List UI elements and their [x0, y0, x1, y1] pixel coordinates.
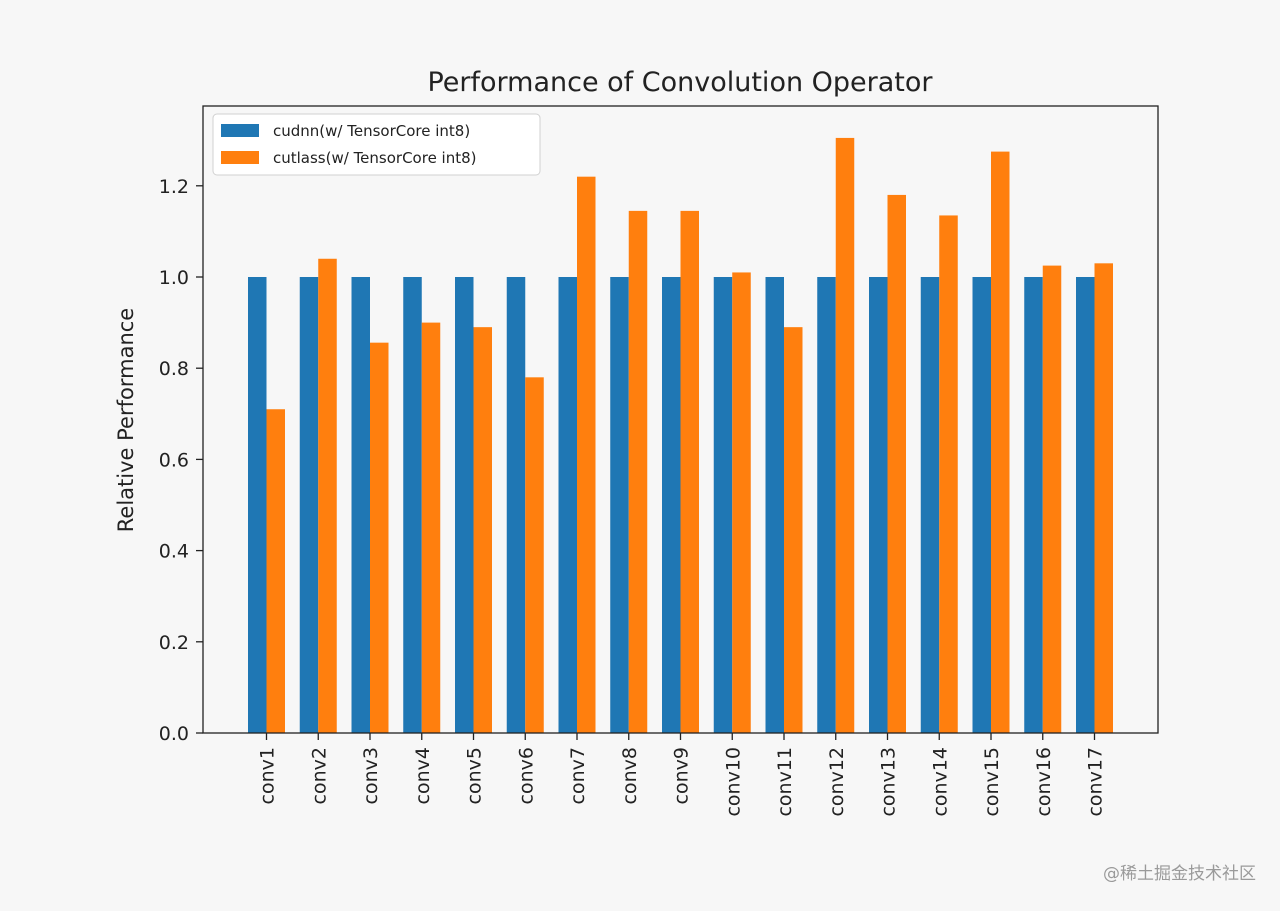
y-tick-label: 0.6 [159, 449, 189, 471]
x-tick-label: conv13 [878, 747, 900, 817]
x-tick-label: conv9 [671, 747, 693, 804]
bar-cutlass-conv14 [939, 215, 958, 733]
bar-cutlass-conv12 [835, 137, 855, 734]
bar-cutlass-conv5 [473, 327, 492, 733]
x-tick-label: conv14 [929, 747, 951, 817]
x-tick-label: conv16 [1033, 747, 1055, 817]
bar-cutlass-conv2 [318, 258, 337, 733]
chart-title: Performance of Convolution Operator [427, 67, 933, 98]
x-tick-label: conv17 [1085, 747, 1107, 817]
bar-cutlass-conv11 [784, 327, 803, 733]
x-tick-label: conv7 [567, 747, 589, 804]
legend-swatch-cutlass [221, 151, 259, 164]
y-tick-label: 0.8 [159, 358, 189, 380]
y-tick-label: 0.4 [159, 541, 189, 563]
x-tick-label: conv8 [619, 747, 641, 804]
bar-cudnn-conv9 [662, 277, 681, 733]
bar-cudnn-conv5 [455, 277, 474, 733]
bar-cutlass-conv13 [887, 194, 906, 734]
bar-cudnn-conv2 [299, 277, 319, 733]
x-axis: conv1 conv2 conv3 conv4 conv5 conv6 conv7 conv8… [257, 733, 1107, 817]
bar-cudnn-conv8 [610, 277, 629, 733]
legend-label-cudnn: cudnn(w/ TensorCore int8) [273, 122, 470, 140]
y-tick-label: 1.2 [159, 176, 189, 198]
x-tick-label: conv3 [360, 747, 382, 804]
bar-cudnn-conv12 [817, 277, 836, 733]
legend-swatch-cudnn [221, 124, 259, 137]
bar-cudnn-conv16 [1024, 277, 1043, 733]
x-tick-label: conv1 [257, 747, 279, 804]
x-tick-label: conv11 [774, 747, 796, 817]
bar-cutlass-conv9 [680, 210, 699, 733]
x-tick-label: conv15 [981, 747, 1003, 817]
bar-cutlass-conv1 [266, 409, 285, 733]
bar-cudnn-conv4 [403, 277, 422, 733]
bar-cudnn-conv17 [1076, 277, 1095, 733]
x-tick-label: conv2 [308, 747, 330, 804]
bar-cudnn-conv13 [869, 277, 888, 733]
y-tick-label: 1.0 [159, 267, 189, 289]
x-tick-label: conv4 [412, 747, 434, 804]
legend-box [212, 113, 541, 176]
bar-cutlass-conv6 [525, 377, 544, 733]
bar-cutlass-conv16 [1042, 265, 1062, 733]
bar-cudnn-conv3 [351, 277, 370, 733]
bar-cudnn-conv7 [558, 277, 577, 733]
bar-cutlass-conv10 [732, 272, 751, 733]
y-axis: 0.0 0.2 0.4 0.6 0.8 1.0 1.2 [159, 176, 203, 745]
bar-cutlass-conv15 [991, 151, 1010, 734]
bar-cudnn-conv14 [920, 277, 940, 733]
x-tick-label: conv6 [515, 747, 537, 804]
bar-cudnn-conv11 [765, 277, 784, 733]
y-tick-label: 0.2 [159, 632, 189, 654]
bar-cutlass-conv8 [628, 210, 648, 733]
bars-group [248, 137, 1113, 734]
bar-cutlass-conv7 [577, 176, 596, 733]
bar-cudnn-conv15 [972, 277, 991, 733]
bar-cutlass-conv3 [370, 342, 389, 733]
bar-cudnn-conv1 [248, 277, 267, 733]
x-tick-label: conv12 [826, 747, 848, 817]
y-tick-label: 0.0 [159, 723, 189, 745]
bar-cudnn-conv6 [506, 277, 526, 733]
bar-cutlass-conv17 [1094, 263, 1113, 733]
x-tick-label: conv10 [722, 747, 744, 817]
watermark: @稀土掘金技术社区 [1103, 864, 1256, 884]
legend-label-cutlass: cutlass(w/ TensorCore int8) [273, 149, 477, 167]
bar-cutlass-conv4 [421, 322, 441, 733]
y-axis-label: Relative Performance [114, 308, 138, 532]
legend: cudnn(w/ TensorCore int8) cutlass(w/ Tens… [212, 113, 541, 176]
bar-cudnn-conv10 [713, 277, 733, 733]
x-tick-label: conv5 [464, 747, 486, 804]
